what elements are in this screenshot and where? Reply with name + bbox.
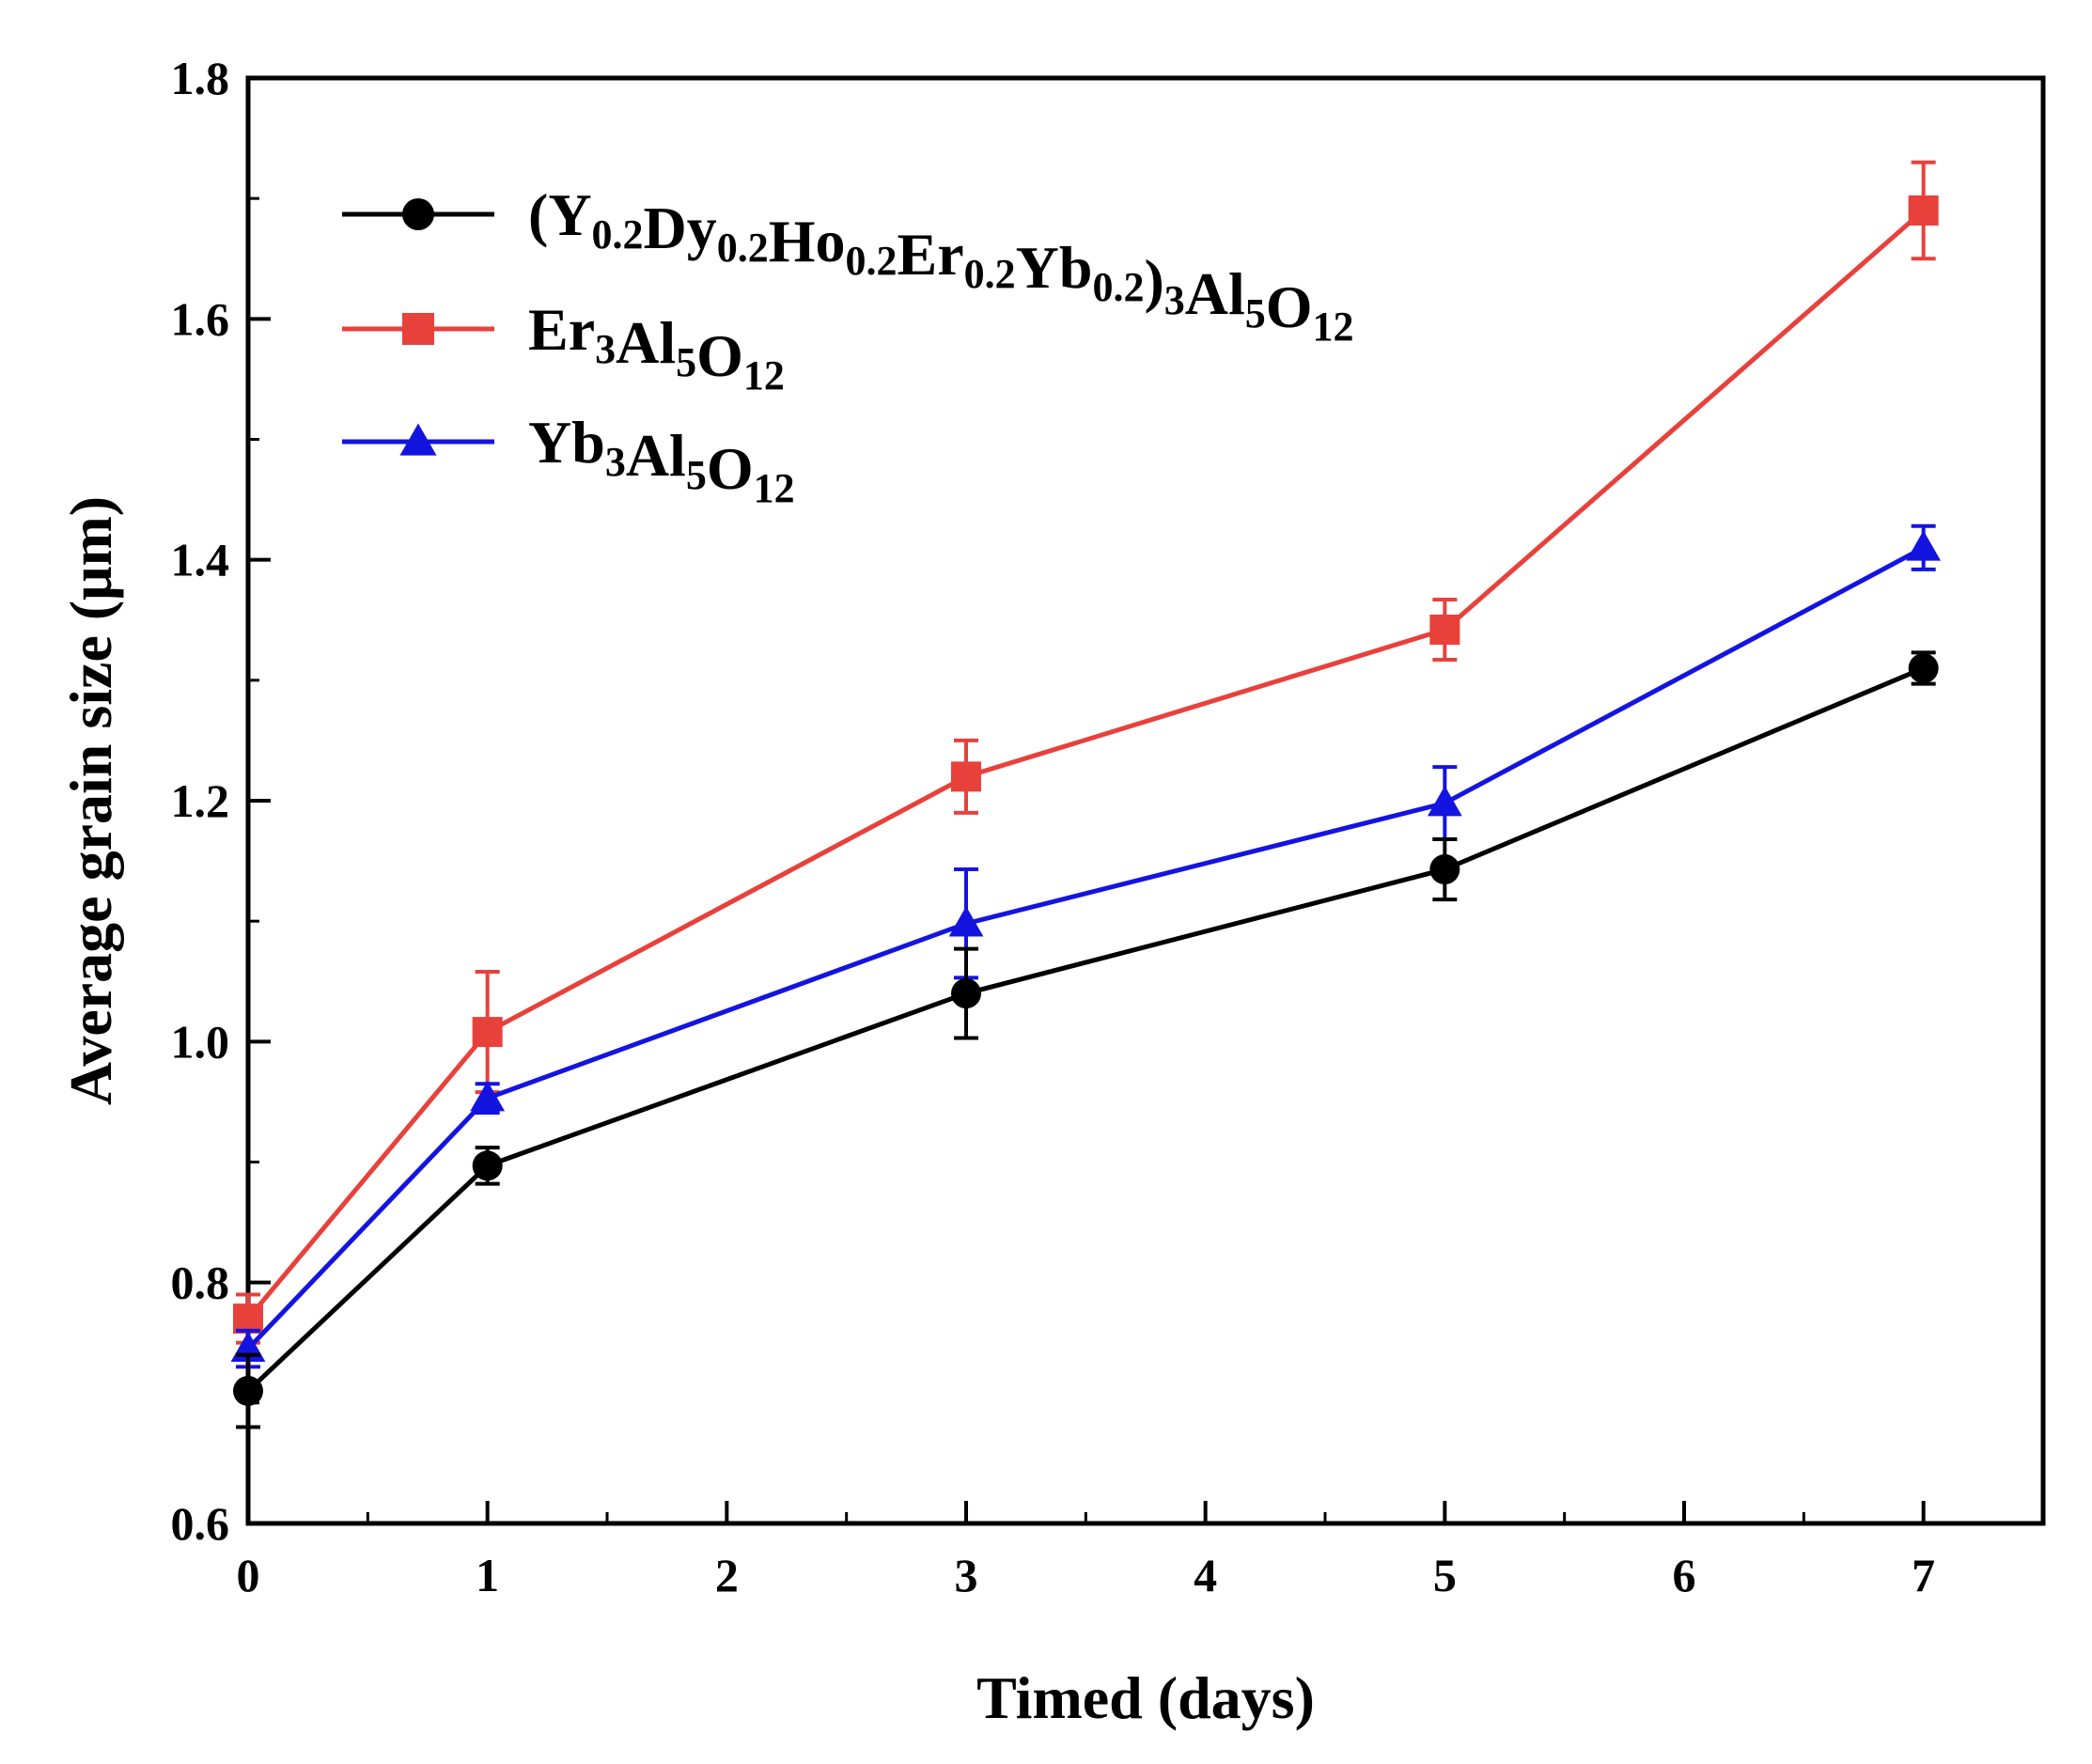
series-circle xyxy=(233,650,1939,1429)
legend-marker xyxy=(399,423,437,456)
data-point xyxy=(472,1017,503,1048)
data-point xyxy=(951,978,981,1009)
x-tick-label: 3 xyxy=(955,1549,978,1601)
y-tick-label: 1.2 xyxy=(171,774,230,827)
data-point xyxy=(948,906,984,937)
legend-label: Yb3Al5O12 xyxy=(528,409,795,511)
x-tick-label: 7 xyxy=(1912,1549,1935,1601)
data-point xyxy=(1429,615,1460,646)
data-point xyxy=(233,1376,263,1407)
data-point xyxy=(1908,195,1939,226)
legend-item: (Y0.2Dy0.2Ho0.2Er0.2Yb0.2)3Al5O12 xyxy=(342,181,1354,350)
y-tick-label: 1.4 xyxy=(171,534,230,586)
series-square xyxy=(233,160,1939,1345)
x-tick-label: 2 xyxy=(715,1549,739,1601)
data-point xyxy=(1906,530,1942,561)
y-tick-label: 0.8 xyxy=(171,1257,230,1309)
legend-item: Er3Al5O12 xyxy=(342,296,785,398)
x-tick-label: 4 xyxy=(1194,1549,1217,1601)
legend: (Y0.2Dy0.2Ho0.2Er0.2Yb0.2)3Al5O12Er3Al5O… xyxy=(342,181,1354,511)
data-point xyxy=(951,761,981,792)
y-tick-label: 0.6 xyxy=(171,1497,230,1550)
legend-label: Er3Al5O12 xyxy=(528,296,785,398)
legend-label: (Y0.2Dy0.2Ho0.2Er0.2Yb0.2)3Al5O12 xyxy=(528,181,1354,350)
data-point xyxy=(470,1081,506,1112)
data-point xyxy=(1427,786,1462,817)
y-axis: 0.6 0.8 1.0 1.2 1.4 1.6 1.8 xyxy=(171,52,271,1550)
y-tick-label: 1.0 xyxy=(171,1015,230,1068)
data-point xyxy=(1908,653,1939,684)
series-line xyxy=(246,209,1926,1320)
x-tick-label: 6 xyxy=(1673,1549,1696,1601)
legend-item: Yb3Al5O12 xyxy=(342,409,795,511)
y-tick-label: 1.6 xyxy=(171,292,230,345)
data-point xyxy=(233,1303,263,1335)
x-tick-label: 1 xyxy=(476,1549,499,1601)
series-layer xyxy=(230,160,1942,1429)
x-axis-title: Timed (days) xyxy=(976,1664,1315,1731)
x-tick-label: 5 xyxy=(1433,1549,1457,1601)
series-triangle xyxy=(230,523,1942,1369)
series-line xyxy=(246,545,1925,1350)
y-axis-title: Average grain size (μm) xyxy=(57,496,124,1105)
legend-marker xyxy=(402,198,434,230)
data-point xyxy=(1429,854,1460,885)
data-point xyxy=(472,1150,503,1181)
x-axis: 0 1 2 3 4 5 6 7 xyxy=(237,1501,1935,1601)
legend-marker xyxy=(402,313,434,345)
x-tick-label: 0 xyxy=(237,1549,260,1601)
y-tick-label: 1.8 xyxy=(171,52,230,104)
